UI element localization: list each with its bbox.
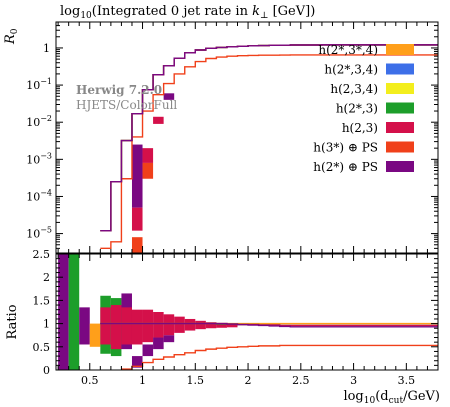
uncertainty-band-6 [163, 93, 175, 100]
ratio-band-5 [100, 307, 111, 345]
ratio-band-3 [89, 323, 101, 347]
series-line-6 [100, 44, 438, 232]
uncertainty-band-5 [153, 116, 164, 124]
ratio-band-17 [163, 314, 175, 336]
ratio-band-21 [205, 322, 217, 329]
x-tick-label-0: 0.5 [81, 374, 99, 387]
legend-swatch-6 [386, 161, 414, 172]
ratio-band-9 [121, 307, 132, 345]
uncertainty-band-2 [142, 148, 154, 163]
main-frame [55, 21, 439, 254]
legend-label-4: h(2,3) [342, 121, 378, 135]
legend-swatch-3 [386, 102, 414, 114]
title-post: [GeV]) [268, 4, 315, 19]
legend-swatch-5 [386, 141, 414, 153]
y-tick-label-4: 10−4 [26, 188, 52, 203]
y-axis-label-main: R [3, 34, 18, 45]
x-tick-label-1: 1 [139, 374, 146, 387]
ratio-y-tick-label-3: 1.5 [33, 294, 51, 307]
y-tick-label-0: 1 [43, 42, 50, 55]
ratio-panel: 0 0.5 1 1.5 2 2.5 0.5 1 1.5 2 2.5 3 3.5 [33, 248, 439, 387]
title-k: k [252, 4, 260, 19]
x-tick-label-3: 2 [245, 374, 252, 387]
ratio-y-tick-label-0: 0 [43, 364, 50, 377]
ratio-band-23 [226, 323, 238, 328]
ratio-band-0 [58, 254, 69, 370]
legend-label-6: h(2*) ⊕ PS [313, 160, 378, 174]
ratio-line-3 [100, 322, 438, 328]
ratio-band-1 [68, 254, 80, 370]
x-label-log: log [343, 389, 363, 404]
main-panel: 1 10−1 10−2 10−3 10−4 10−5 [26, 21, 439, 254]
y-tick-label-2: 10−2 [26, 114, 52, 129]
y-axis-label: R0 [3, 28, 20, 45]
x-tick-label-2: 1.5 [187, 374, 205, 387]
uncertainty-band-4 [131, 237, 143, 253]
legend-label-1: h(2*,3,4) [324, 63, 378, 77]
ratio-y-tick-label-2: 1 [43, 318, 50, 331]
legend-label-5: h(3*) ⊕ PS [313, 141, 378, 155]
ratio-band-14 [153, 337, 164, 350]
chart-title: log10(Integrated 0 jet rate in k⊥ [GeV]) [60, 4, 315, 21]
legend-label-3: h(2*,3) [336, 102, 378, 116]
y-tick-label-3: 10−3 [26, 151, 52, 166]
ratio-band-7 [110, 305, 122, 350]
ratio-frame [55, 253, 439, 371]
title-k-sub: ⊥ [260, 11, 268, 21]
y-tick-label-1: 10−1 [26, 77, 52, 92]
x-label-post: /GeV) [403, 389, 440, 404]
legend-swatch-1 [386, 63, 414, 75]
process-label: HJETS/ColorFull [76, 98, 177, 112]
legend-label-0: h(2*,3*,4) [318, 43, 378, 57]
legend: h(2*,3*,4) h(2*,3,4) h(2,3,4) h(2*,3) h(2,3)… [313, 43, 414, 174]
title-log-sub: 10 [80, 11, 92, 21]
x-axis-label: log10(dcut/GeV) [343, 389, 440, 406]
legend-swatch-0 [386, 44, 414, 55]
ratio-band-2 [79, 307, 90, 345]
ratio-band-15 [153, 312, 164, 338]
uncertainty-band-0 [131, 144, 143, 208]
ratio-band-16 [163, 335, 175, 343]
y-axis-label-sub: 0 [10, 28, 20, 34]
x-label-mid: (d [375, 389, 388, 404]
ratio-y-tick-label-4: 2 [43, 271, 50, 284]
legend-swatch-4 [386, 122, 414, 133]
x-label-log-sub: 10 [364, 396, 376, 406]
uncertainty-band-1 [131, 207, 143, 231]
legend-swatch-2 [386, 83, 414, 94]
legend-label-2: h(2,3,4) [330, 82, 378, 96]
ratio-line-4 [121, 344, 438, 370]
series-line-5 [100, 54, 438, 250]
x-tick-label-6: 3.5 [398, 374, 416, 387]
ratio-band-12 [142, 344, 154, 357]
x-label-d-sub: cut [389, 396, 404, 406]
x-tick-label-5: 3 [350, 374, 357, 387]
ratio-band-13 [142, 309, 154, 343]
x-tick-label-4: 2.5 [292, 374, 310, 387]
ratio-y-tick-label-5: 2.5 [33, 248, 51, 261]
ratio-band-18 [174, 316, 185, 333]
ratio-band-22 [216, 323, 227, 328]
title-log: log [60, 4, 80, 19]
ratio-band-20 [195, 320, 206, 330]
y-tick-label-5: 10−5 [26, 226, 52, 241]
ratio-band-10 [131, 356, 143, 368]
title-mid: (Integrated 0 jet rate in [92, 4, 252, 19]
ratio-band-11 [131, 309, 143, 345]
ratio-band-19 [184, 318, 196, 331]
ratio-y-tick-label-1: 0.5 [33, 341, 51, 354]
uncertainty-band-3 [142, 162, 154, 179]
generator-label: Herwig 7.2.0 [76, 83, 162, 97]
ratio-axis-label: Ratio [5, 304, 20, 339]
